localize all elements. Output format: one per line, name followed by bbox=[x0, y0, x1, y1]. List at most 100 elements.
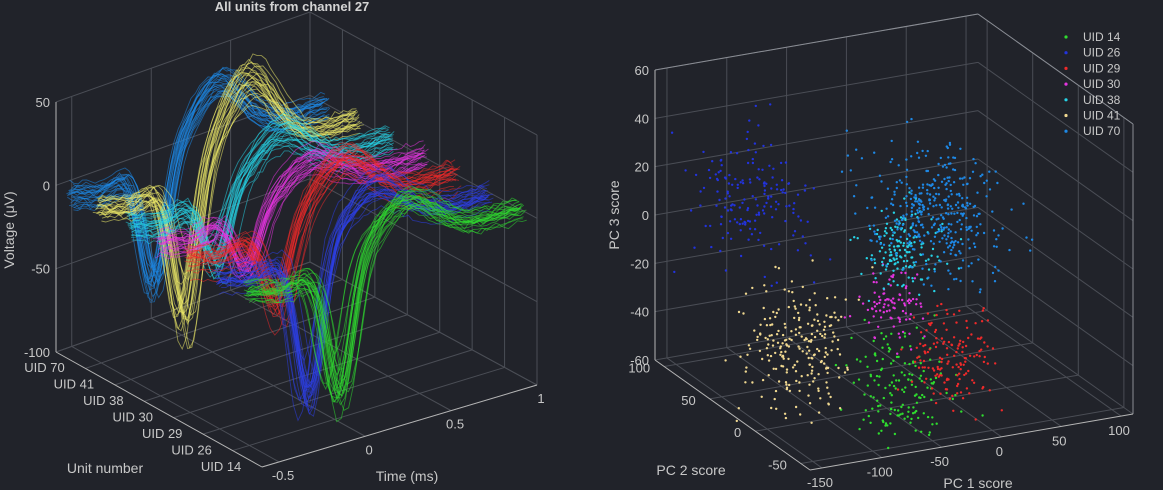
scatter-point bbox=[866, 308, 870, 312]
scatter-point bbox=[964, 372, 968, 375]
scatter-point bbox=[757, 124, 760, 127]
scatter-point bbox=[955, 350, 958, 354]
scatter-point bbox=[767, 197, 770, 200]
scatter-point bbox=[875, 232, 879, 236]
scatter-point bbox=[949, 272, 952, 275]
scatter-point bbox=[888, 384, 891, 387]
x-tick-label: 0 bbox=[366, 442, 373, 457]
scatter-point bbox=[913, 360, 917, 363]
scatter-point bbox=[934, 263, 937, 266]
scatter-point bbox=[945, 328, 948, 331]
scatter-point bbox=[767, 195, 770, 198]
scatter-point bbox=[953, 168, 957, 172]
scatter-point bbox=[780, 188, 783, 192]
scatter-point bbox=[878, 295, 881, 298]
scatter-point bbox=[739, 229, 742, 232]
scatter-point bbox=[933, 235, 937, 238]
scatter-point bbox=[751, 195, 754, 198]
wall-grid-line bbox=[654, 61, 979, 119]
scatter-point bbox=[897, 316, 900, 319]
scatter-point bbox=[774, 265, 777, 269]
scatter-point bbox=[917, 156, 921, 159]
waveform-trace bbox=[101, 81, 361, 326]
scatter-point bbox=[980, 320, 984, 323]
scatter-point bbox=[936, 367, 940, 371]
scatter-point bbox=[702, 186, 706, 190]
scatter-point bbox=[808, 383, 811, 386]
waveform-trace bbox=[187, 142, 456, 296]
scatter-point bbox=[788, 383, 791, 387]
scatter-point bbox=[798, 381, 801, 384]
scatter-point bbox=[870, 254, 874, 257]
scatter-point bbox=[893, 190, 896, 193]
scatter-point bbox=[991, 210, 994, 213]
scatter-point bbox=[867, 321, 871, 324]
scatter-point bbox=[746, 130, 749, 134]
scatter-point bbox=[901, 309, 905, 313]
scatter-point bbox=[931, 367, 935, 370]
scatter-point bbox=[918, 293, 921, 296]
scatter-point bbox=[897, 164, 900, 167]
waveform-trace bbox=[245, 187, 520, 382]
scatter-point bbox=[836, 338, 840, 342]
scatter-point bbox=[878, 309, 882, 312]
scatter-point bbox=[986, 319, 990, 322]
scatter-point bbox=[942, 322, 946, 325]
scatter-point bbox=[947, 232, 950, 235]
scatter-point bbox=[967, 265, 970, 268]
scatter-point bbox=[848, 315, 852, 318]
scatter-point bbox=[715, 177, 719, 181]
scatter-point bbox=[748, 178, 752, 181]
scatter-point bbox=[891, 234, 894, 237]
scatter-point bbox=[926, 350, 930, 354]
scatter-point bbox=[897, 355, 900, 359]
scatter-point bbox=[905, 120, 909, 124]
scatter-point bbox=[791, 366, 795, 369]
scatter-point bbox=[905, 285, 908, 288]
scatter-point bbox=[901, 223, 905, 227]
scatter-point bbox=[913, 241, 916, 244]
scatter-point bbox=[966, 201, 969, 205]
scatter-point bbox=[897, 332, 900, 335]
scatter-point bbox=[753, 219, 757, 222]
scatter-point bbox=[904, 386, 907, 389]
y-tick-label: UID 38 bbox=[83, 393, 123, 408]
scatter-point bbox=[715, 204, 718, 207]
scatter-point bbox=[896, 388, 900, 391]
scatter-point bbox=[882, 420, 885, 424]
scatter-point bbox=[961, 350, 964, 354]
floor-grid-line bbox=[71, 345, 280, 463]
waveform-trace bbox=[129, 123, 391, 255]
scatter-point bbox=[915, 231, 919, 234]
scatter-point bbox=[926, 207, 930, 210]
scatter-point bbox=[933, 270, 936, 273]
box-edge bbox=[654, 13, 979, 71]
scatter-point bbox=[931, 416, 934, 419]
scatter-point bbox=[892, 297, 895, 300]
scatter-point bbox=[889, 412, 892, 416]
scatter-point bbox=[751, 286, 754, 290]
scatter-point bbox=[791, 291, 794, 294]
scatter-point bbox=[817, 387, 820, 390]
scatter-point bbox=[994, 362, 997, 365]
scatter-point bbox=[967, 238, 970, 241]
scatter-point bbox=[970, 229, 973, 232]
scatter-point bbox=[919, 342, 922, 345]
scatter-point bbox=[889, 299, 893, 302]
scatter-point bbox=[830, 315, 833, 319]
y-tick-label: UID 30 bbox=[113, 410, 153, 425]
scatter-point bbox=[937, 228, 940, 231]
scatter-point bbox=[753, 228, 757, 231]
scatter-point bbox=[922, 206, 925, 209]
scatter-point bbox=[920, 278, 924, 281]
scatter-point bbox=[771, 216, 774, 219]
scatter-point bbox=[995, 245, 998, 248]
scatter-point bbox=[775, 281, 778, 284]
x-tick-label: -100 bbox=[867, 465, 893, 480]
scatter-point bbox=[945, 182, 948, 185]
scatter-point bbox=[940, 357, 944, 361]
scatter-point bbox=[1030, 238, 1034, 241]
scatter-point bbox=[1025, 236, 1028, 239]
scatter-point bbox=[792, 207, 795, 211]
